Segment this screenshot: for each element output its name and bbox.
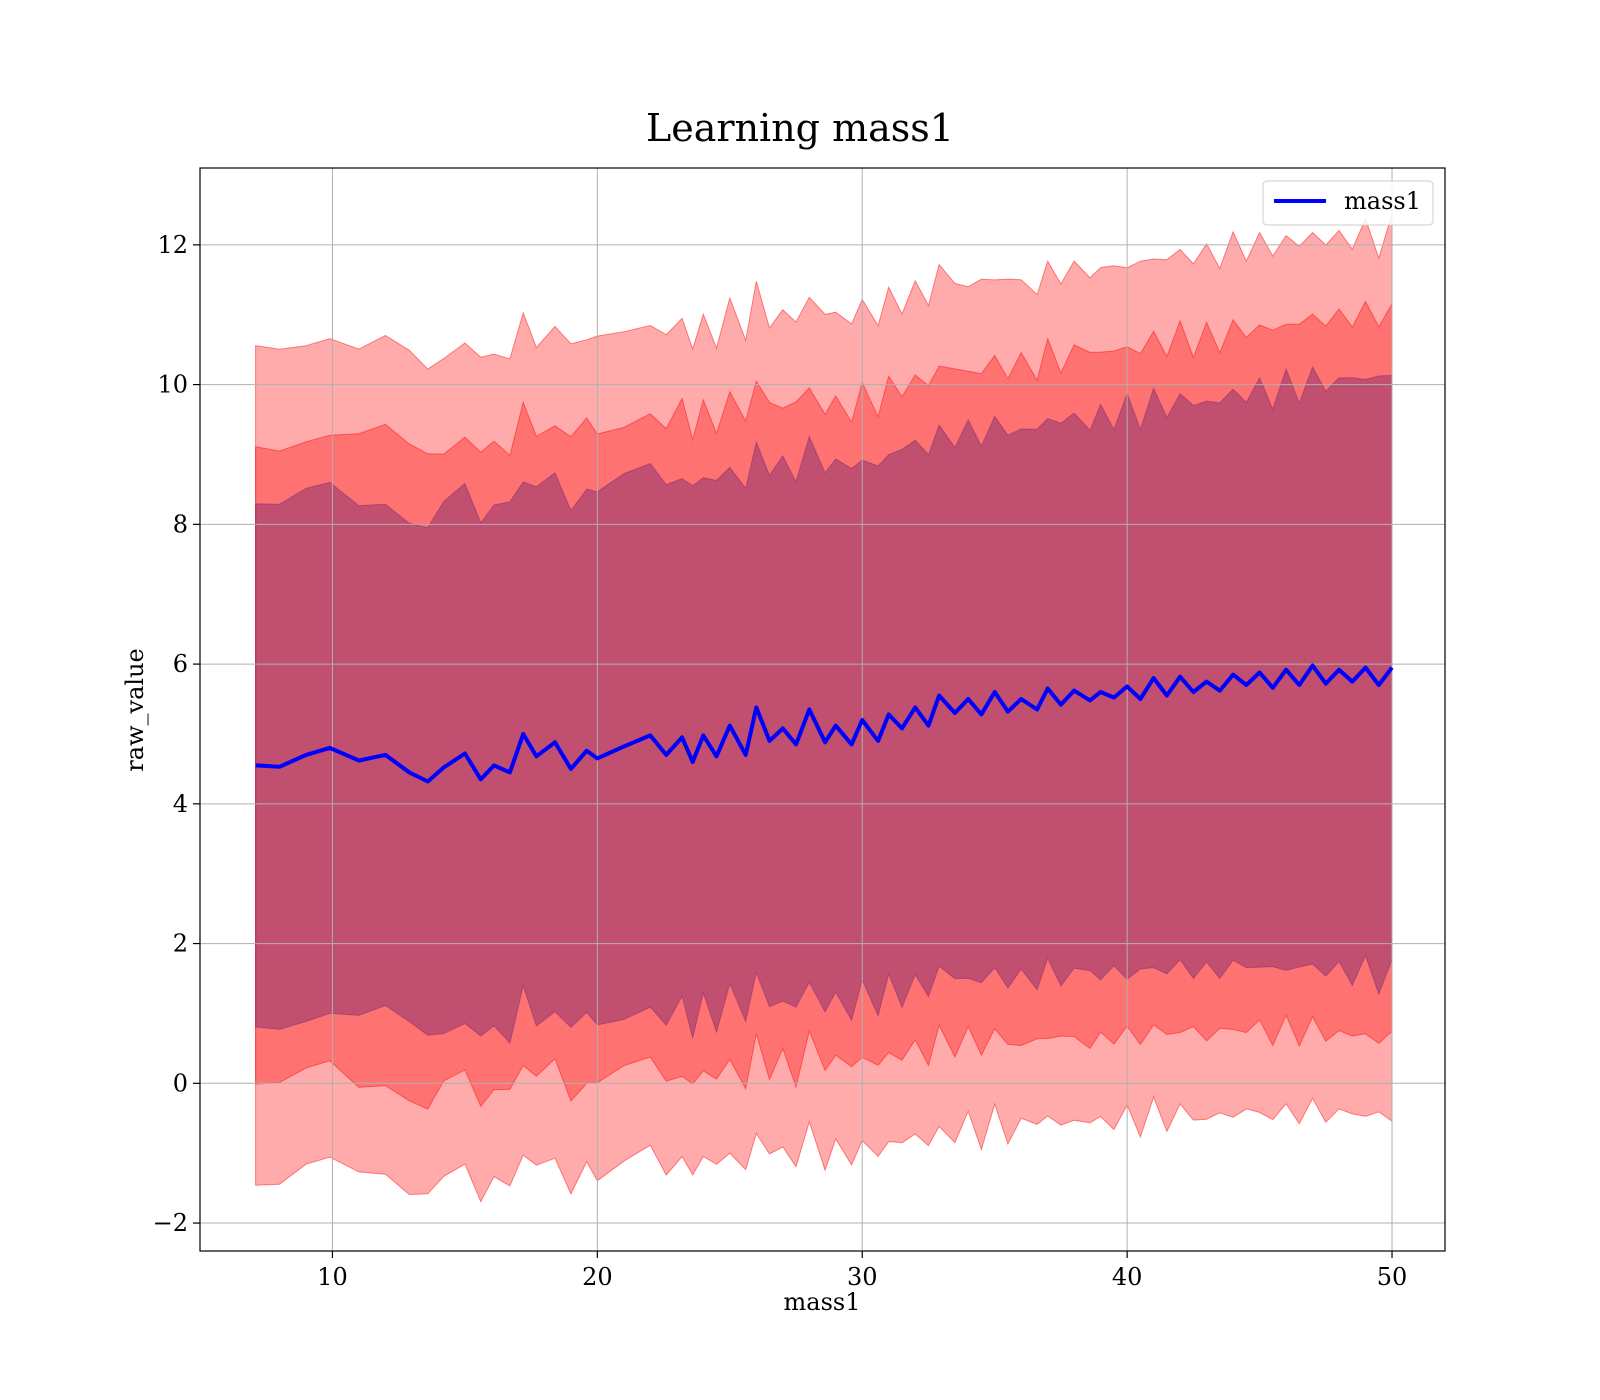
y-axis-label: raw_value <box>121 648 149 772</box>
plot-area-frame <box>199 167 1446 1252</box>
legend-label: mass1 <box>1344 187 1421 215</box>
legend: mass1 <box>1262 180 1434 226</box>
y-tick-label: 8 <box>173 510 188 538</box>
y-tick-label: 0 <box>173 1069 188 1097</box>
x-axis-label: mass1 <box>784 1288 861 1316</box>
axis-ticks: 10 20 30 40 50 −2 0 2 4 6 8 10 12 <box>153 231 1408 1291</box>
y-tick-label: 12 <box>157 231 188 259</box>
x-tick-label: 20 <box>582 1263 613 1291</box>
x-tick-label: 40 <box>1112 1263 1143 1291</box>
series-line-mass1 <box>255 663 1394 784</box>
x-tick-label: 30 <box>847 1263 878 1291</box>
y-tick-label: 6 <box>173 650 188 678</box>
confidence-bands <box>255 213 1393 1203</box>
x-tick-label: 10 <box>317 1263 348 1291</box>
chart-title: Learning mass1 <box>646 106 954 150</box>
series-lines <box>255 663 1394 784</box>
grid-lines <box>200 168 1445 1251</box>
y-tick-label: −2 <box>153 1209 188 1237</box>
x-tick-label: 50 <box>1377 1263 1408 1291</box>
y-tick-label: 2 <box>173 930 188 958</box>
legend-box <box>1262 180 1434 226</box>
y-tick-label: 4 <box>173 790 188 818</box>
y-tick-label: 10 <box>157 371 188 399</box>
